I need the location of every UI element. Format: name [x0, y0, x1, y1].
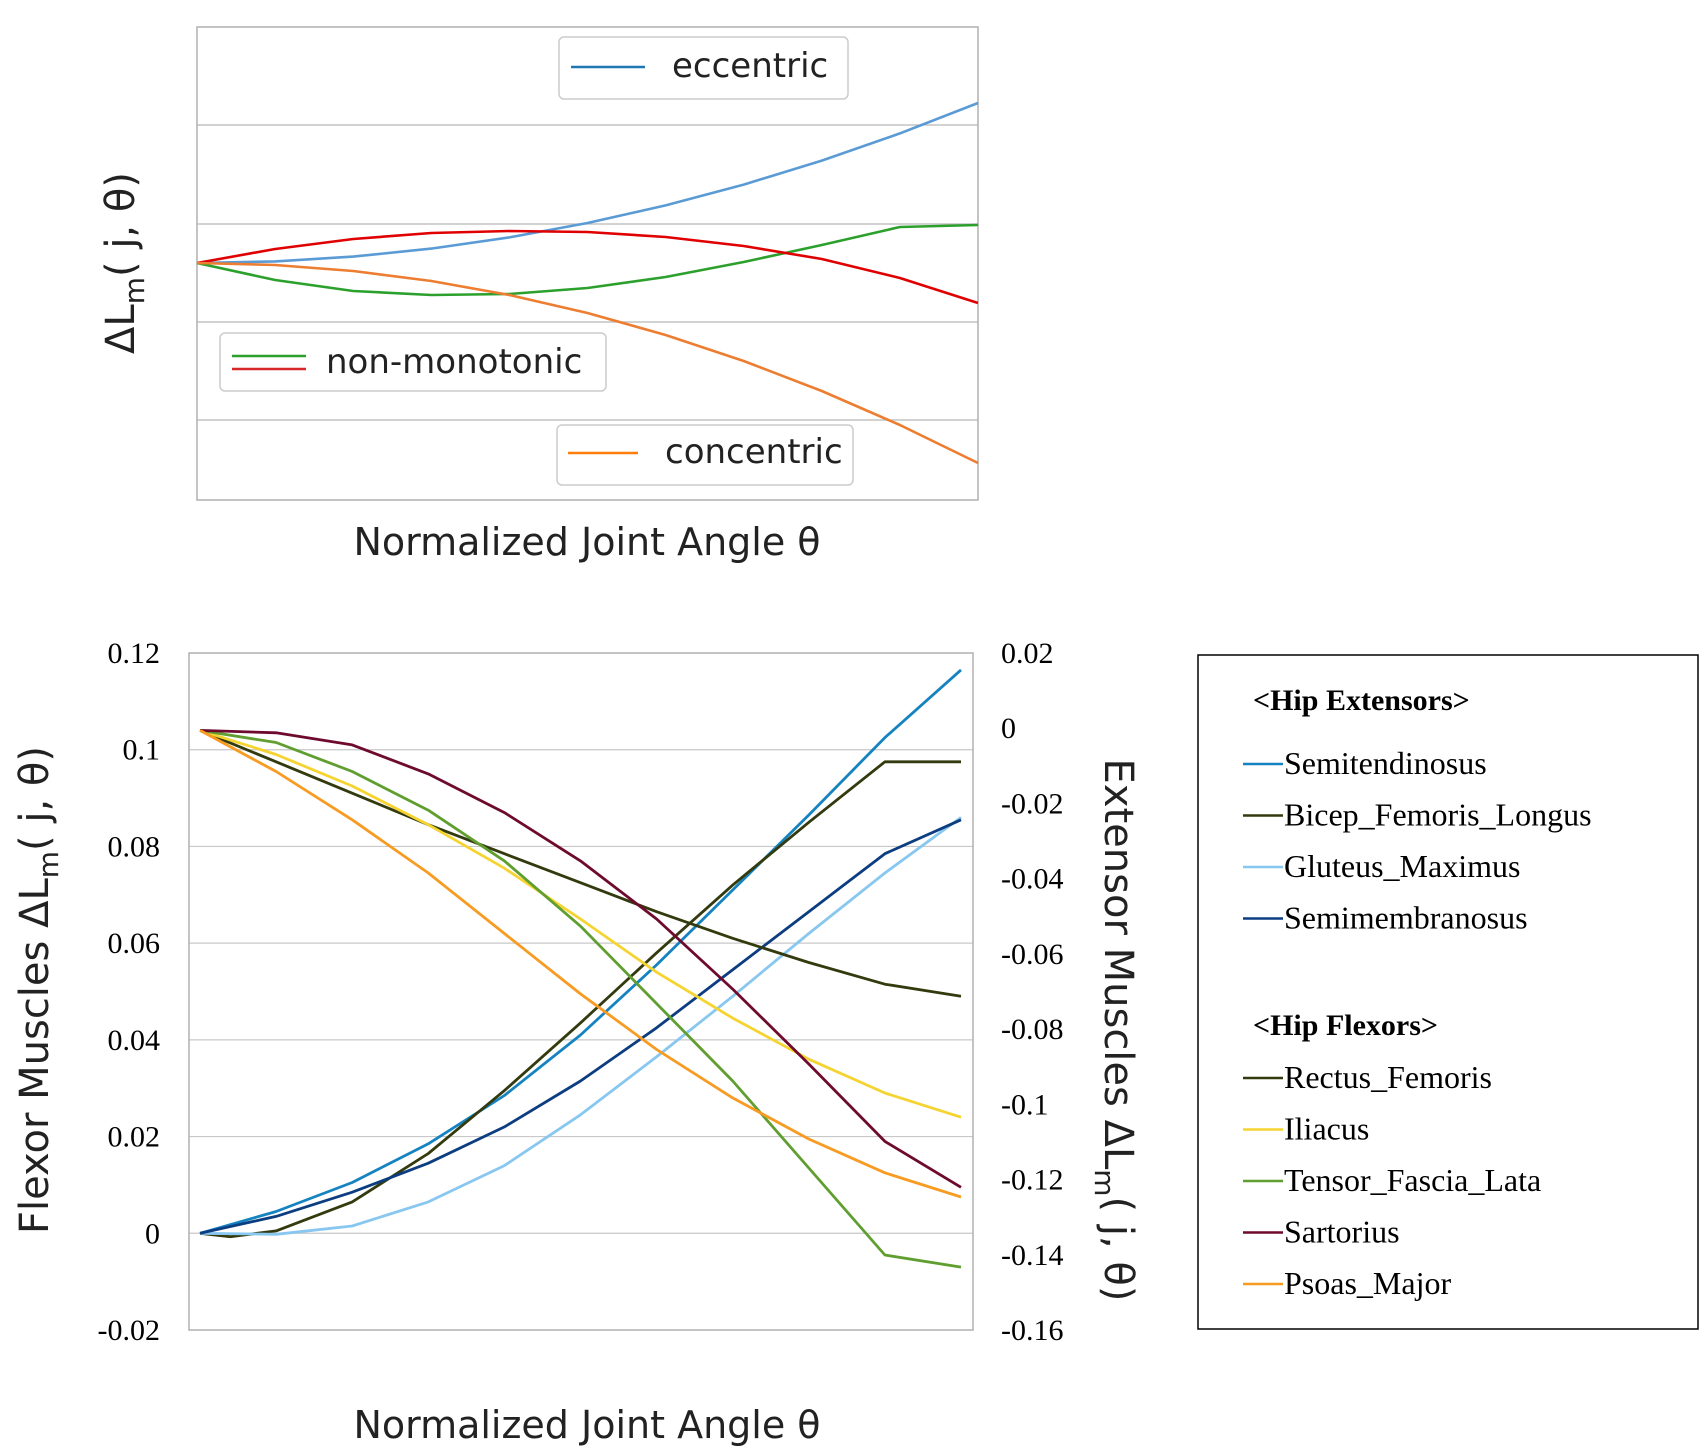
- legend-label: Bicep_Femoris_Longus: [1284, 797, 1592, 833]
- series-line-psoas-major: [199, 729, 962, 1199]
- top-legend-concentric: concentric: [556, 424, 854, 486]
- legend-label-non-monotonic: non-monotonic: [326, 342, 582, 382]
- right-y-label-part: Extensor Muscles ΔL: [1095, 759, 1141, 1170]
- top-series-lines: [196, 101, 979, 465]
- bottom-right-y-axis-label: Extensor Muscles ΔLm( j, θ): [1088, 759, 1141, 1302]
- top-y-label-subscript: m: [118, 277, 151, 304]
- right-tick-label: -0.14: [1001, 1239, 1064, 1272]
- right-y-label-subscript: m: [1088, 1169, 1121, 1196]
- left-y-label-subscript: m: [32, 851, 65, 878]
- legend-extensor-entries: Semitendinosus Bicep_Femoris_Longus Gluteu…: [1243, 745, 1592, 936]
- bottom-right-tick-labels: 0.02 0 -0.02 -0.04 -0.06 -0.08 -0.1 -0.12 -0.14 -…: [1001, 637, 1064, 1347]
- top-y-axis-label: ΔLm( j, θ): [98, 172, 151, 354]
- left-tick-label: 0.02: [108, 1121, 161, 1154]
- legend-label-concentric: concentric: [665, 432, 843, 472]
- top-legend-eccentric: eccentric: [558, 36, 849, 100]
- series-line-bicep-femoris-longus: [199, 760, 961, 1239]
- left-tick-label: 0.12: [108, 637, 161, 670]
- legend-box: [556, 424, 854, 486]
- left-tick-label: 0: [145, 1217, 160, 1250]
- left-tick-label: 0.04: [108, 1024, 161, 1057]
- series-line-semitendinosus: [199, 668, 962, 1235]
- left-tick-label: 0.08: [108, 830, 161, 863]
- bottom-left-y-axis-label: Flexor Muscles ΔLm( j, θ): [12, 746, 65, 1234]
- legend-group-title-extensors: <Hip Extensors>: [1253, 684, 1470, 717]
- legend-label: Psoas_Major: [1284, 1265, 1451, 1301]
- bottom-legend: <Hip Extensors> Semitendinosus Bicep_Femo…: [1197, 654, 1699, 1330]
- right-tick-label: 0: [1001, 712, 1016, 745]
- series-line-gluteus-maximus: [199, 816, 962, 1236]
- right-y-label-args: ( j, θ): [1095, 1197, 1141, 1302]
- top-y-label-args: ( j, θ): [98, 172, 144, 277]
- legend-label: Iliacus: [1284, 1111, 1369, 1147]
- legend-label: Semitendinosus: [1284, 745, 1487, 781]
- legend-box: [558, 36, 849, 100]
- right-tick-label: -0.12: [1001, 1164, 1064, 1197]
- right-tick-label: -0.16: [1001, 1314, 1064, 1347]
- top-x-axis-label: Normalized Joint Angle θ: [353, 520, 820, 564]
- legend-flexor-entries: Rectus_Femoris Iliacus Tensor_Fascia_Lata S…: [1243, 1059, 1541, 1301]
- right-tick-label: -0.04: [1001, 863, 1064, 896]
- legend-box: [219, 332, 607, 392]
- top-series-line: [196, 223, 979, 297]
- legend-label: Gluteus_Maximus: [1284, 848, 1520, 884]
- series-line-tensor-fascia-lata: [199, 729, 962, 1269]
- series-line-rectus-femoris: [199, 729, 962, 998]
- left-tick-label: -0.02: [98, 1314, 161, 1347]
- top-series-line: [196, 229, 979, 305]
- right-tick-label: -0.08: [1001, 1013, 1064, 1046]
- right-tick-label: -0.02: [1001, 787, 1064, 820]
- legend-group-title-flexors: <Hip Flexors>: [1253, 1009, 1438, 1042]
- legend-label: Sartorius: [1284, 1214, 1400, 1250]
- bottom-left-tick-labels: 0.12 0.1 0.08 0.06 0.04 0.02 0 -0.02: [98, 637, 161, 1347]
- series-line-semimembranosus: [199, 818, 962, 1235]
- left-tick-label: 0.06: [108, 927, 161, 960]
- bottom-chart: 0.12 0.1 0.08 0.06 0.04 0.02 0 -0.02 0.02 0 -0.02…: [12, 637, 1699, 1447]
- legend-label: Tensor_Fascia_Lata: [1284, 1162, 1541, 1198]
- top-legend-non-monotonic: non-monotonic: [219, 332, 607, 392]
- right-tick-label: -0.1: [1001, 1088, 1049, 1121]
- top-series-line: [196, 101, 979, 265]
- top-y-label-part: ΔL: [98, 304, 144, 354]
- right-tick-label: -0.06: [1001, 938, 1064, 971]
- legend-label: Semimembranosus: [1284, 900, 1528, 936]
- legend-label: Rectus_Femoris: [1284, 1059, 1492, 1095]
- series-line-iliacus: [199, 729, 962, 1119]
- top-series-line: [196, 261, 979, 465]
- top-gridlines: [197, 124, 978, 421]
- series-line-sartorius: [199, 729, 962, 1189]
- legend-label-eccentric: eccentric: [672, 46, 828, 86]
- left-tick-label: 0.1: [123, 734, 161, 767]
- right-tick-label: 0.02: [1001, 637, 1054, 670]
- left-y-label-args: ( j, θ): [12, 746, 58, 851]
- top-chart: eccentric non-monotonic concentric Norma…: [98, 26, 979, 564]
- bottom-series-lines: [199, 668, 962, 1269]
- bottom-plot-frame: [188, 652, 974, 1331]
- bottom-x-axis-label: Normalized Joint Angle θ: [353, 1403, 820, 1447]
- bottom-gridlines: [189, 749, 973, 1234]
- left-y-label-part: Flexor Muscles ΔL: [12, 878, 58, 1234]
- bottom-legend-box: [1197, 654, 1699, 1330]
